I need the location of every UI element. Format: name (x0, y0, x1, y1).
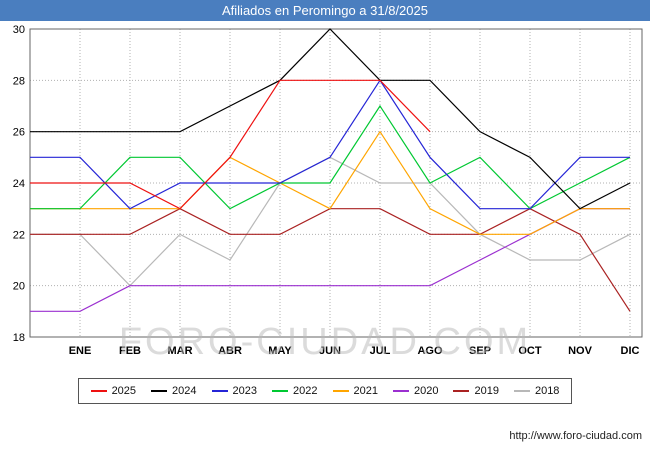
y-tick-label: 26 (13, 127, 25, 139)
x-tick-label: OCT (518, 345, 542, 357)
legend-item-2021: 2021 (332, 385, 378, 397)
legend-label-2023: 2023 (232, 385, 258, 397)
legend-item-2025: 2025 (90, 385, 137, 397)
x-tick-label: ABR (218, 345, 242, 357)
legend-label-2025: 2025 (111, 385, 137, 397)
x-tick-label: MAR (167, 345, 192, 357)
legend-label-2022: 2022 (293, 385, 318, 397)
x-tick-label: AGO (417, 345, 443, 357)
legend-item-2018: 2018 (513, 385, 560, 397)
legend-swatch-2020 (392, 390, 409, 392)
y-tick-label: 30 (13, 24, 25, 36)
x-tick-label: FEB (119, 345, 141, 357)
y-tick-label: 28 (13, 75, 25, 87)
title-bar: Afiliados en Peromingo a 31/8/2025 (0, 0, 650, 21)
legend-swatch-2024 (151, 390, 168, 392)
footer-url[interactable]: http://www.foro-ciudad.com (509, 430, 642, 442)
legend-item-2024: 2024 (151, 385, 197, 397)
chart-title: Afiliados en Peromingo a 31/8/2025 (222, 3, 428, 18)
legend-label-2018: 2018 (534, 385, 560, 397)
legend-row: 2025 2024 2023 2022 2021 2020 2019 2018 (0, 378, 650, 404)
x-tick-label: JUN (319, 345, 341, 357)
series-2024 (30, 28, 631, 210)
x-tick-label: SEP (469, 345, 491, 357)
legend: 2025 2024 2023 2022 2021 2020 2019 2018 (77, 378, 573, 404)
legend-label-2024: 2024 (172, 385, 197, 397)
line-chart: 18 20 22 24 26 28 30 ENE FEB MAR ABR MAY JUN JUL AGO SE… (13, 24, 643, 357)
legend-swatch-2021 (332, 390, 349, 392)
legend-label-2021: 2021 (353, 385, 378, 397)
x-tick-label: NOV (568, 345, 593, 357)
legend-swatch-2022 (272, 390, 289, 392)
legend-swatch-2023 (211, 390, 228, 392)
chart-area: 18 20 22 24 26 28 30 ENE FEB MAR ABR MAY JUN JUL AGO SE… (0, 21, 650, 366)
legend-item-2020: 2020 (392, 385, 439, 397)
legend-label-2019: 2019 (474, 385, 499, 397)
footer: http://www.foro-ciudad.com (509, 430, 642, 442)
series-2023 (30, 79, 630, 210)
x-tick-label: DIC (621, 345, 640, 357)
legend-item-2019: 2019 (453, 385, 499, 397)
x-tick-label: MAY (268, 345, 292, 357)
legend-swatch-2018 (513, 390, 530, 392)
series-2025 (30, 79, 431, 210)
legend-swatch-2019 (453, 390, 470, 392)
legend-item-2023: 2023 (211, 385, 258, 397)
y-tick-label: 20 (13, 281, 25, 293)
legend-item-2022: 2022 (272, 385, 318, 397)
x-tick-label: JUL (370, 345, 391, 357)
legend-label-2020: 2020 (413, 385, 439, 397)
x-tick-label: ENE (69, 345, 92, 357)
y-tick-label: 22 (13, 229, 25, 241)
y-tick-label: 24 (13, 178, 25, 190)
y-tick-label: 18 (13, 332, 25, 344)
legend-swatch-2025 (90, 390, 107, 392)
